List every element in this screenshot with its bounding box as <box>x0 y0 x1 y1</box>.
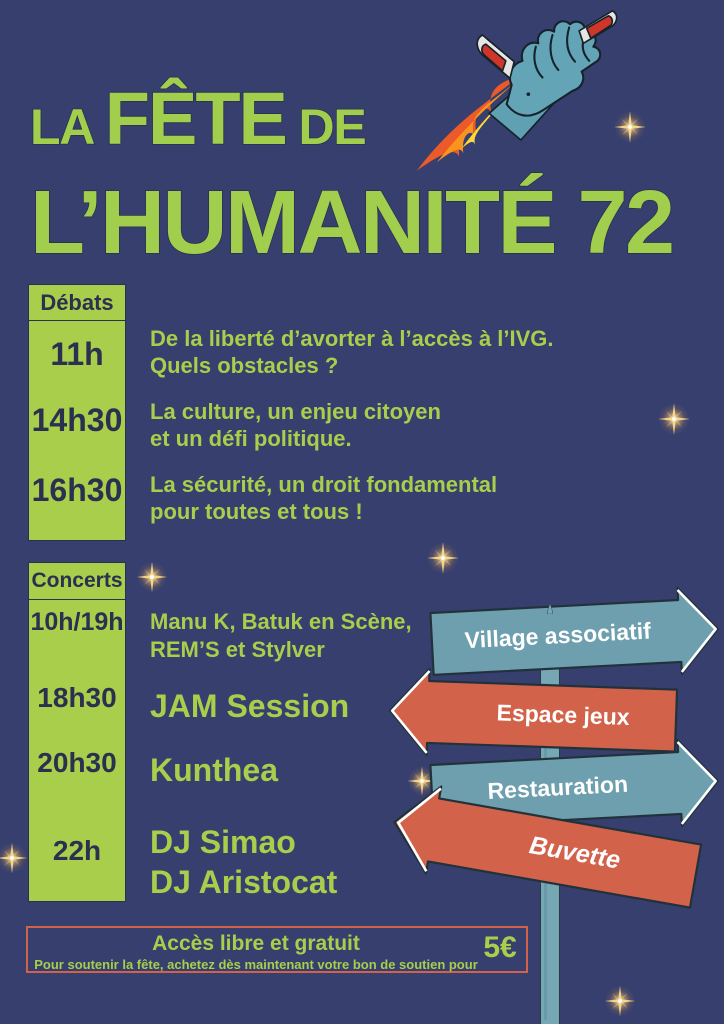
svg-text:Espace jeux: Espace jeux <box>496 699 630 730</box>
